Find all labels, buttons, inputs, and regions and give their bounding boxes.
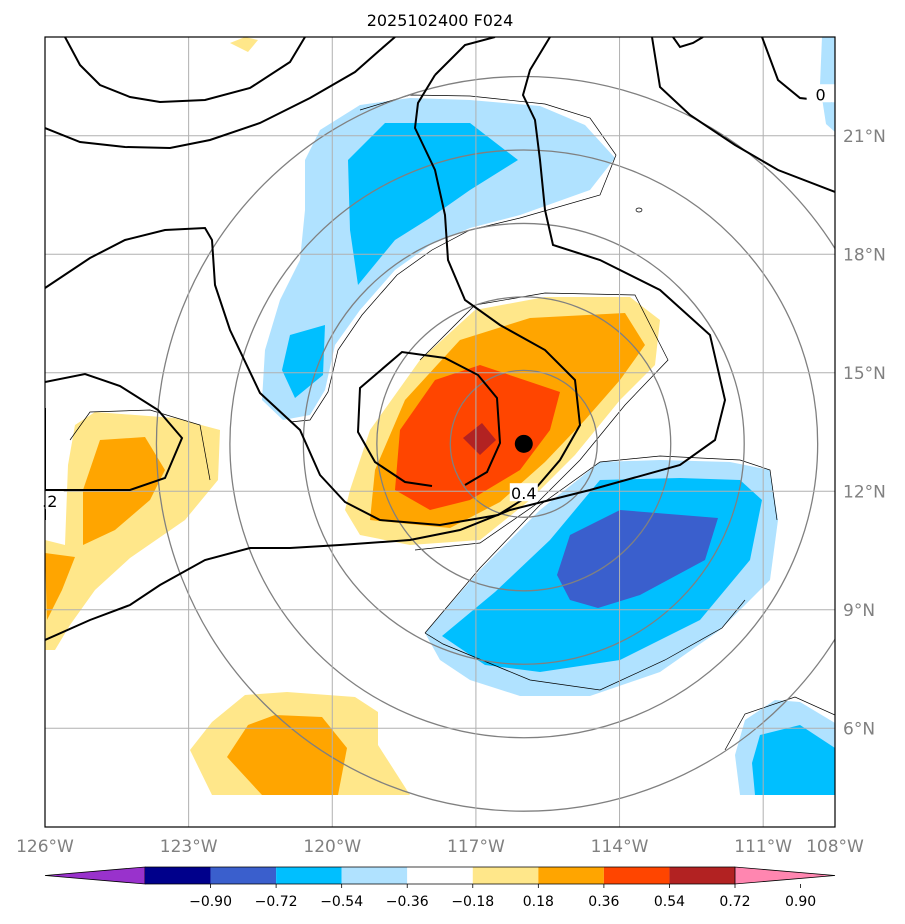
colorbar-box — [669, 867, 735, 884]
range-ring — [302, 222, 745, 665]
shade-edge-southeast-lower — [424, 599, 746, 691]
colorbar-tick-label: 0.36 — [588, 894, 619, 910]
longitude-tick-label: 114°W — [591, 837, 649, 857]
contour-label: 0 — [816, 85, 826, 104]
shade-edge-center — [414, 292, 669, 551]
latitude-tick-label: 18°N — [843, 245, 886, 265]
range-ring — [229, 149, 819, 739]
contour-north-2 — [672, 37, 704, 49]
colorbar-box — [538, 867, 604, 884]
shade-edge-north — [289, 94, 617, 423]
contour-label: .2 — [42, 492, 57, 511]
shade-edge-far-southeast — [724, 696, 835, 751]
range-ring — [155, 75, 835, 812]
range-ring — [449, 369, 598, 518]
colorbar-tick-label: −0.90 — [189, 894, 232, 910]
negative-shade-strong-southeast — [557, 510, 718, 608]
colorbar-tick-label: 0.18 — [523, 894, 554, 910]
colorbar-tick-label: −0.72 — [255, 894, 298, 910]
contour-north-east-top — [434, 37, 496, 76]
colorbar-tick-label: 0.54 — [654, 894, 685, 910]
map-frame — [44, 36, 836, 828]
colorbar-outline — [145, 866, 735, 885]
contour-north-1 — [651, 37, 835, 193]
latitude-tick-label: 6°N — [843, 719, 875, 739]
contour-label-background — [806, 84, 835, 103]
negative-shade-mid-west — [282, 325, 325, 398]
colorbar-tick-label: −0.18 — [451, 894, 494, 910]
colorbar-tick-label: 0.90 — [785, 894, 816, 910]
map-plot-area: 0.4 .2 0 — [35, 36, 836, 828]
longitude-tick-labels: 126°W 123°W 120°W 117°W 114°W 111°W 108°W — [16, 837, 864, 857]
range-rings — [155, 75, 835, 812]
longitude-tick-label: 117°W — [447, 837, 505, 857]
range-ring — [376, 296, 672, 592]
negative-shade-mid-far-southeast — [752, 725, 835, 795]
longitude-tick-label: 123°W — [160, 837, 218, 857]
colorbar-box — [472, 867, 539, 884]
colorbar-box — [407, 867, 473, 884]
longitude-tick-label: 108°W — [806, 837, 864, 857]
shade-edge-west — [69, 409, 211, 481]
contour-label-group: 0.4 .2 0 — [35, 84, 835, 511]
contour-northwest-1 — [64, 37, 306, 104]
shaded-anomaly-fields — [45, 37, 835, 795]
positive-shade-mid-south — [227, 715, 347, 795]
latitude-tick-labels: 6°N 9°N 12°N 15°N 18°N 21°N — [843, 127, 886, 740]
colorbar-extend-low — [44, 866, 146, 885]
latitude-tick-label: 15°N — [843, 364, 886, 384]
contour-outer-east — [45, 37, 727, 641]
latitude-tick-label: 12°N — [843, 482, 886, 502]
latitude-tick-label: 9°N — [843, 601, 875, 621]
longitude-tick-label: 111°W — [734, 837, 792, 857]
positive-shade-mid-west-edge — [45, 553, 75, 620]
contour-inner-center — [356, 350, 502, 487]
contour-label-background — [35, 491, 64, 510]
colorbar-box — [603, 867, 670, 884]
contour-label-background — [509, 483, 538, 502]
shade-edge-southeast — [424, 455, 778, 634]
colorbar-tick-label: 0.72 — [719, 894, 750, 910]
map-content — [45, 37, 835, 827]
colorbar-tick-label: −0.54 — [320, 894, 363, 910]
positive-shade-light-northwest — [230, 37, 258, 52]
contour-label: 0.4 — [511, 484, 536, 503]
latitude-tick-label: 21°N — [843, 127, 886, 147]
shade-edge-small-closed — [635, 207, 643, 213]
positive-shade-max-center — [463, 423, 496, 455]
longitude-tick-label: 126°W — [16, 837, 74, 857]
figure-title: 2025102400 F024 — [367, 11, 514, 30]
graticule — [45, 37, 835, 827]
colorbar-box — [145, 867, 211, 884]
longitude-tick-label: 120°W — [303, 837, 361, 857]
contour-middle-center — [45, 74, 582, 527]
colorbar-extend-high — [734, 866, 836, 885]
contour-northwest-2 — [45, 37, 396, 150]
positive-shade-light-west — [45, 412, 220, 650]
colorbar-tick-label: −0.36 — [386, 894, 429, 910]
storm-center-marker — [514, 434, 533, 453]
colorbar-box — [210, 867, 277, 884]
colorbar-box — [276, 867, 342, 884]
shade-edge-contours — [69, 94, 835, 751]
bold-contours — [45, 37, 835, 641]
colorbar: −0.90 −0.72 −0.54 −0.36 −0.18 0.18 0.36 0.54 0.7… — [44, 866, 836, 910]
colorbar-box — [341, 867, 408, 884]
contour-west-left — [45, 372, 184, 491]
